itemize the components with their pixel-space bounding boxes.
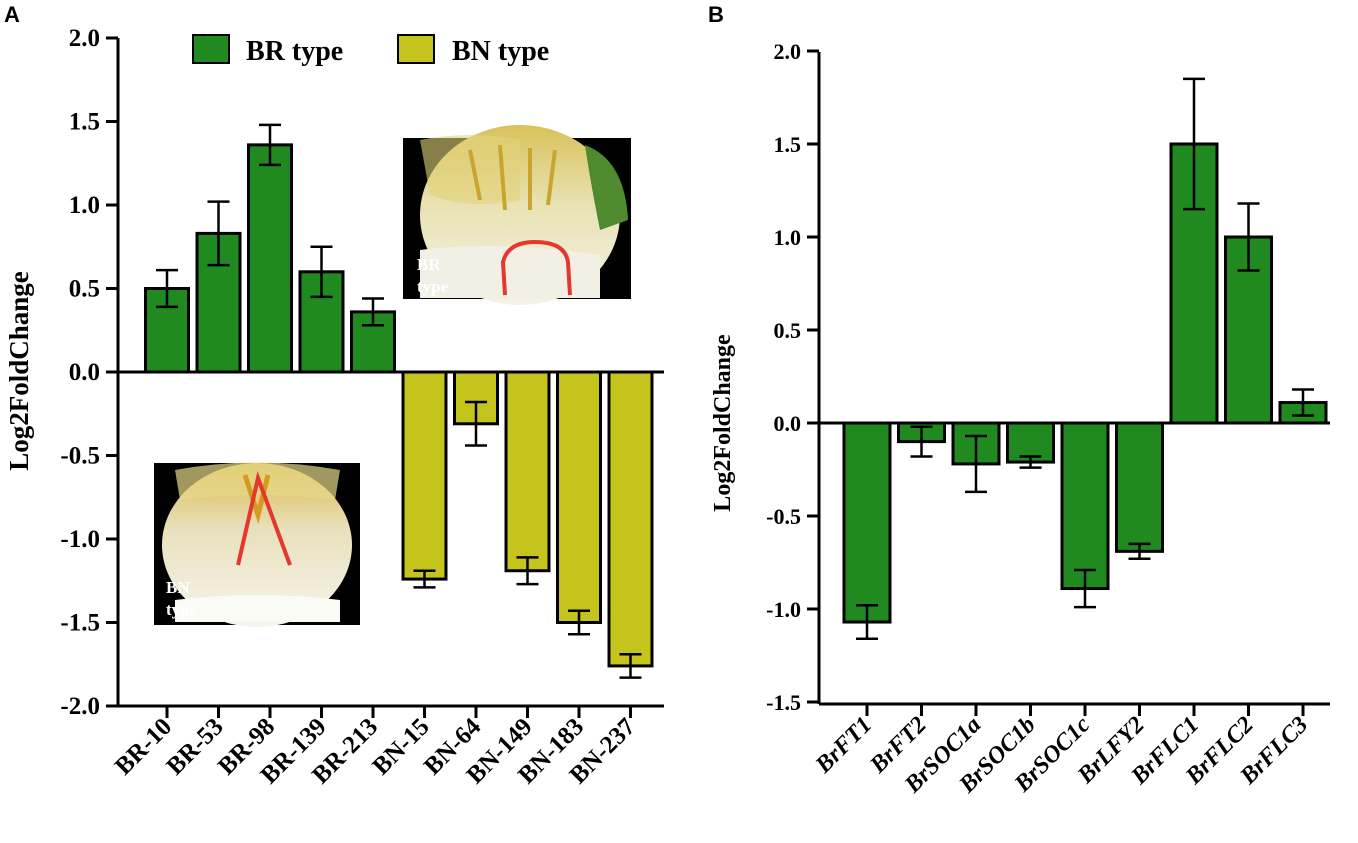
bar-bn-15 bbox=[401, 370, 448, 581]
panel-b-y-ticks: 2.0 1.5 1.0 0.5 0.0 -0.5 -1.0 -1.5 bbox=[766, 39, 819, 715]
y-tick-label: -1.5 bbox=[766, 690, 801, 715]
panel-a-x-labels: BR-10BR-53BR-98BR-139BR-213BN-15BN-64BN-… bbox=[110, 704, 664, 789]
x-label-br-53: BR-53 bbox=[162, 713, 229, 780]
legend-swatch-bn bbox=[397, 34, 435, 64]
legend-label-bn: BN type bbox=[452, 36, 549, 67]
br-type-photo-inset: BR type bbox=[403, 125, 631, 305]
legend-label-br: BR type bbox=[246, 36, 343, 67]
y-tick-label: -0.5 bbox=[60, 443, 100, 470]
br-inset-label-line1: BR bbox=[417, 255, 441, 274]
br-inset-label-line2: type bbox=[417, 277, 449, 296]
x-label-bn-15: BN-15 bbox=[368, 713, 435, 780]
y-tick-label: 2.0 bbox=[774, 39, 802, 64]
panel-a-bars bbox=[144, 123, 654, 679]
y-tick-label: -1.0 bbox=[60, 526, 100, 553]
y-tick-label: -1.5 bbox=[60, 610, 100, 637]
y-tick-label: 0.5 bbox=[69, 276, 100, 303]
bar-bn-149 bbox=[504, 370, 551, 573]
panel-a: A Log2FoldChange 2.0 1.5 1.0 0.5 0.0 -0.5 -1.0… bbox=[4, 2, 664, 789]
y-tick-label: 0.5 bbox=[774, 318, 802, 343]
panel-a-label: A bbox=[4, 2, 20, 27]
legend-swatch-br bbox=[192, 34, 230, 64]
bar-brlfy2 bbox=[1115, 421, 1164, 553]
panel-a-legend: BR type BN type bbox=[192, 34, 549, 67]
x-label-br-10: BR-10 bbox=[110, 713, 177, 780]
bn-inset-label-line2: type bbox=[166, 600, 198, 619]
y-tick-label: 0.0 bbox=[774, 411, 802, 436]
panel-b-bars bbox=[842, 77, 1328, 641]
panel-b-x-labels: BrFT1BrFT2BrSOC1aBrSOC1bBrSOC1cBrLFY2BrF… bbox=[810, 702, 1330, 799]
bn-type-photo-inset: BN type bbox=[154, 462, 360, 627]
bar-bn-183 bbox=[556, 370, 602, 624]
y-tick-label: 1.5 bbox=[774, 132, 802, 157]
bn-inset-label-line1: BN bbox=[166, 578, 190, 597]
y-tick-label: 1.0 bbox=[774, 225, 802, 250]
bar-brft1 bbox=[842, 421, 892, 624]
panel-b: B Log2FoldChange 2.0 1.5 1.0 0.5 0.0 -0.5 -1.0… bbox=[708, 2, 1330, 799]
bar-br-98 bbox=[247, 143, 293, 374]
y-tick-label: 0.0 bbox=[69, 359, 100, 386]
panel-a-y-ticks: 2.0 1.5 1.0 0.5 0.0 -0.5 -1.0 -1.5 -2.0 bbox=[60, 25, 118, 720]
panel-b-y-axis-label: Log2FoldChange bbox=[710, 334, 736, 512]
y-tick-label: -1.0 bbox=[766, 597, 801, 622]
bar-bn-237 bbox=[607, 370, 654, 668]
panel-a-y-axis-label: Log2FoldChange bbox=[4, 271, 34, 471]
y-tick-label: 1.0 bbox=[69, 192, 100, 219]
bar-brflc2 bbox=[1224, 235, 1273, 425]
x-label-brft1: BrFT1 bbox=[810, 712, 877, 779]
panel-b-label: B bbox=[708, 2, 724, 27]
bar-brsoc1c bbox=[1060, 421, 1110, 591]
y-tick-label: -0.5 bbox=[766, 504, 801, 529]
y-tick-label: -2.0 bbox=[60, 693, 100, 720]
y-tick-label: 1.5 bbox=[69, 109, 100, 136]
y-tick-label: 2.0 bbox=[69, 25, 100, 52]
